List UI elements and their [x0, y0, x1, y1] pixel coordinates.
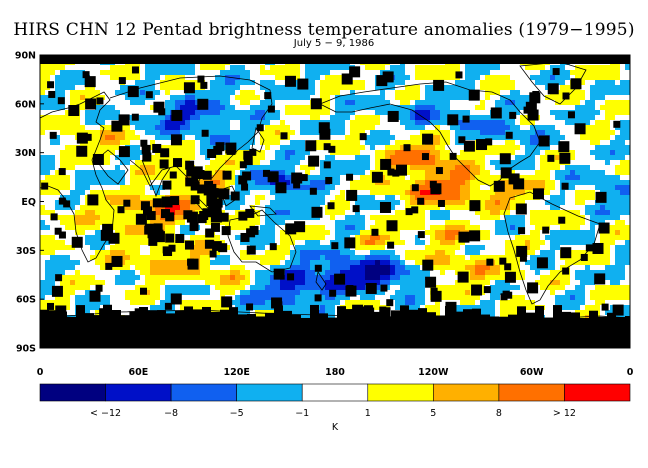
colorbar-unit: K — [332, 422, 339, 433]
lon-label: 60E — [128, 367, 148, 378]
lat-label: 30N — [15, 148, 36, 159]
coastlines — [40, 61, 630, 321]
lat-label: 60S — [16, 295, 36, 306]
map-subtitle: July 5 − 9, 1986 — [293, 38, 375, 49]
colorbar-swatch — [170, 383, 237, 402]
colorbar-swatch — [236, 383, 303, 402]
lon-label: 60W — [520, 367, 544, 378]
colorbar-swatch — [301, 383, 369, 402]
coast-asia — [109, 75, 273, 187]
lat-label: EQ — [21, 197, 36, 208]
coast-arabia — [95, 149, 129, 185]
lon-label: 120E — [224, 367, 250, 378]
colorbar-label: −1 — [295, 408, 309, 419]
colorbar-label: > 12 — [553, 408, 576, 419]
coast-antarctica — [40, 309, 630, 321]
coast-africa-europe — [40, 91, 115, 263]
anomaly-field — [40, 55, 630, 348]
coast-newzealand — [315, 270, 327, 291]
lat-label: 30S — [16, 246, 36, 257]
lon-label: 120W — [418, 367, 449, 378]
colorbar-swatch — [498, 383, 565, 402]
coast-greenland — [519, 61, 587, 105]
coast-australia — [227, 209, 297, 273]
colorbar-label: −8 — [164, 408, 178, 419]
colorbar: < −12 −8 −5 −1 1 5 8 > 12 K — [39, 383, 631, 433]
coast-sumatra — [193, 195, 213, 215]
coast-borneo — [219, 185, 239, 207]
coast-india — [141, 159, 171, 198]
colorbar-swatch — [367, 383, 434, 402]
colorbar-label: 1 — [365, 408, 371, 419]
colorbar-swatch — [39, 383, 106, 402]
colorbar-swatch — [105, 383, 172, 402]
latitude-labels: 90N 60N 30N EQ 30S 60S 90S — [15, 51, 44, 355]
colorbar-label: < −12 — [90, 408, 121, 419]
coast-south-america — [503, 191, 601, 305]
lat-label: 90N — [15, 51, 36, 62]
colorbar-swatch — [564, 383, 631, 402]
colorbar-swatch — [433, 383, 500, 402]
lon-label: 0 — [627, 367, 634, 378]
coast-japan — [251, 126, 265, 153]
map-title: HIRS CHN 12 Pentad brightness temperatur… — [13, 20, 635, 40]
coast-north-america — [319, 81, 541, 187]
lon-label: 180 — [325, 367, 345, 378]
longitude-labels: 0 60E 120E 180 120W 60W 0 — [37, 344, 634, 378]
colorbar-label: 5 — [430, 408, 436, 419]
colorbar-label: 8 — [496, 408, 502, 419]
lon-label: 0 — [37, 367, 44, 378]
coast-newguinea — [249, 205, 277, 217]
colorbar-label: −5 — [230, 408, 244, 419]
lat-label: 90S — [16, 344, 36, 355]
lat-label: 60N — [15, 99, 36, 110]
